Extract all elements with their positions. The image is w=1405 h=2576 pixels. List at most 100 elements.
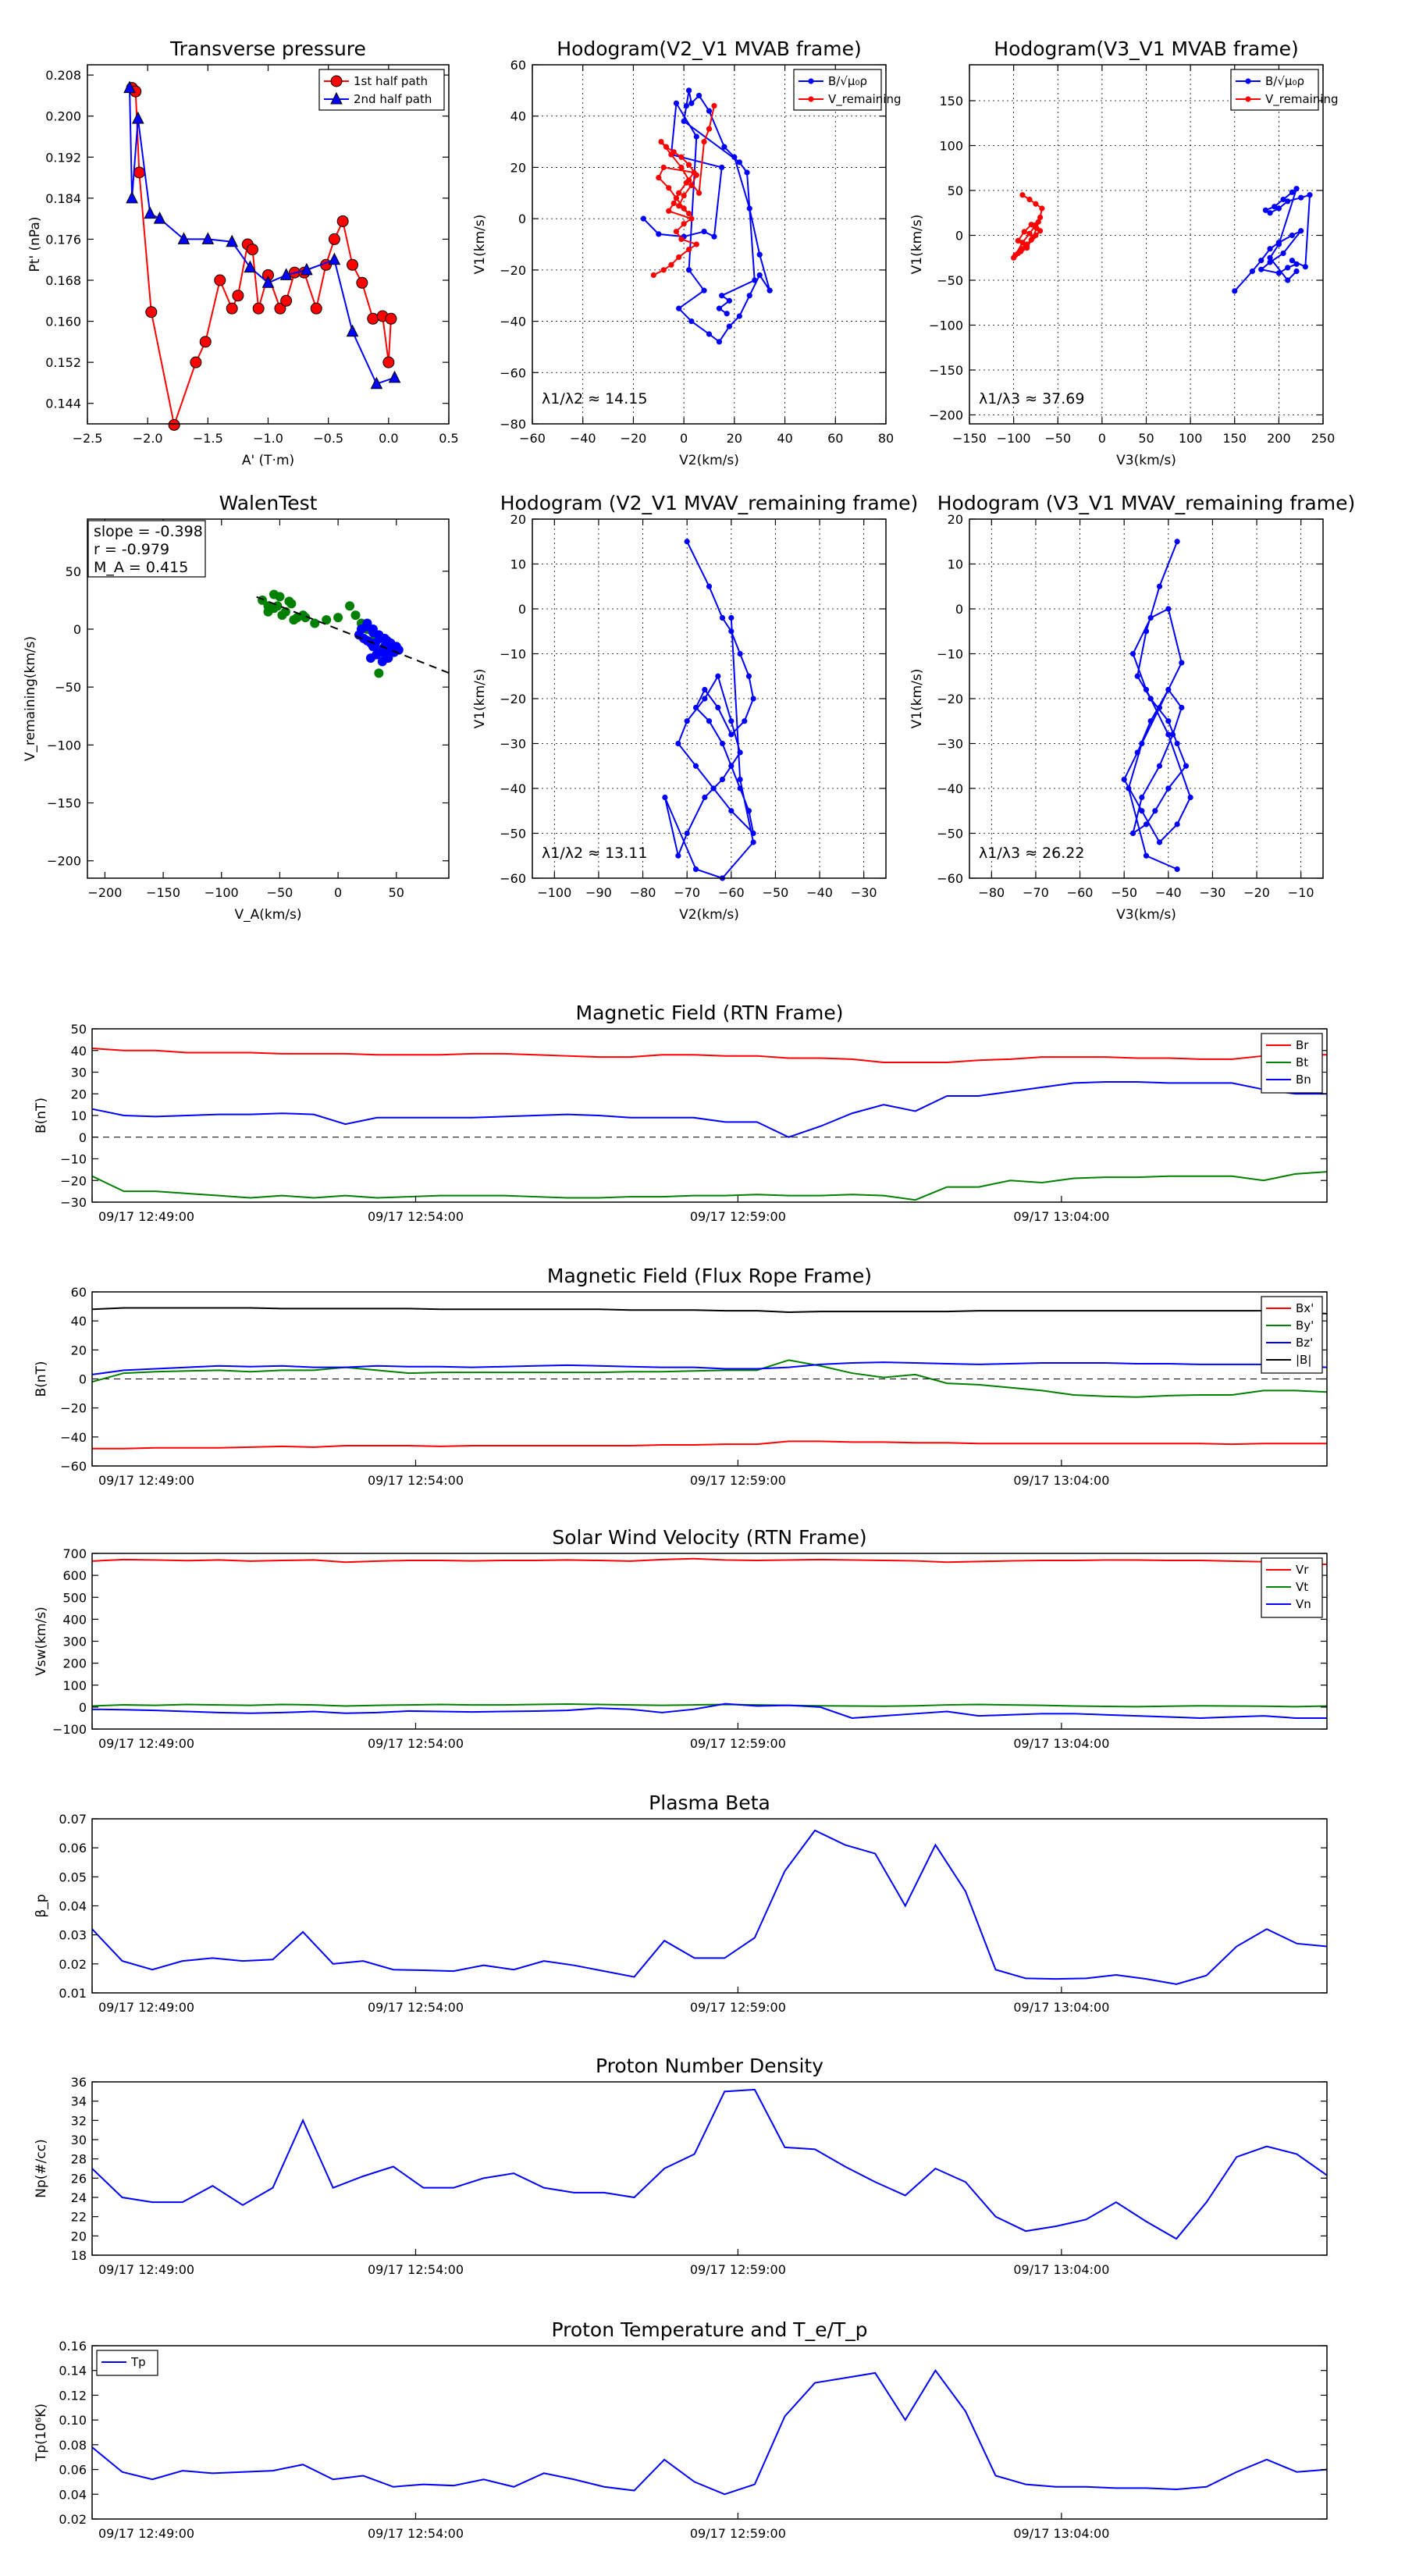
p2-data-point — [676, 203, 682, 209]
p3-data-point — [1024, 245, 1030, 251]
p2-x-tick-label: 40 — [777, 431, 792, 446]
p2-x-tick-label: −60 — [519, 431, 546, 446]
p3-data-point — [1033, 225, 1040, 231]
p2-legend-box — [793, 69, 882, 111]
t5-x-tick-label: 09/17 13:04:00 — [1013, 2262, 1109, 2277]
p6-data-point — [1156, 839, 1163, 845]
p4-stats-box — [87, 520, 206, 578]
p4-scatter-point — [333, 613, 343, 623]
p6-data-point — [1139, 794, 1145, 801]
p4-plot-frame — [87, 518, 450, 879]
p1-data-point — [153, 212, 166, 224]
p2-data-point — [668, 262, 674, 268]
p2-data-point — [686, 246, 692, 253]
p2-data-point — [767, 287, 773, 294]
p1-x-tick-label: −1.0 — [253, 431, 283, 446]
p6-y-axis-label: V1(km/s) — [909, 669, 925, 729]
t2-x-tick-label: 09/17 12:49:00 — [98, 1473, 194, 1488]
p4-scatter-point — [372, 649, 382, 660]
p3-data-point — [1293, 261, 1300, 267]
p4-scatter-point — [350, 610, 361, 621]
p6-chart-title: Hodogram (V3_V1 MVAV_remaining frame) — [937, 492, 1356, 514]
p1-data-point — [280, 294, 293, 307]
p5-y-tick-label: −40 — [500, 781, 526, 796]
p5-data-point — [675, 852, 681, 859]
t6-x-tick-label: 09/17 12:54:00 — [368, 2526, 464, 2541]
p6-data-point — [1179, 660, 1185, 666]
t1-series-br-line — [91, 1047, 1327, 1064]
p1-data-point — [279, 268, 293, 280]
p2-y-tick-label: −60 — [500, 365, 526, 380]
p2-data-point — [650, 272, 656, 279]
t1-x-tick-label: 09/17 12:59:00 — [690, 1209, 786, 1224]
p3-lambda-annotation: λ1/λ3 ≈ 37.69 — [979, 390, 1084, 407]
t3-series-vt-line — [91, 1703, 1328, 1708]
p1-x-tick-label: −1.5 — [193, 431, 223, 446]
p2-data-point — [666, 185, 672, 191]
t1-y-tick-label: 10 — [71, 1108, 87, 1123]
p1-series-line-1 — [129, 87, 395, 385]
t2-y-tick-label: −60 — [60, 1459, 87, 1474]
p1-data-point — [274, 302, 286, 315]
p2-lambda-annotation: λ1/λ2 ≈ 14.15 — [542, 390, 647, 407]
p6-x-axis-label: V3(km/s) — [1116, 907, 1176, 923]
p1-data-point — [301, 262, 313, 276]
t4-y-tick-label: 0.06 — [59, 1841, 87, 1856]
t6-x-tick-label: 09/17 12:49:00 — [98, 2526, 194, 2541]
p5-x-tick-label: −70 — [674, 885, 700, 900]
p5-data-point — [719, 776, 726, 783]
p1-data-point — [382, 356, 395, 368]
p1-data-point — [328, 233, 340, 245]
p4-scatter-point — [368, 628, 378, 638]
p3-legend-marker — [1245, 96, 1251, 102]
p2-y-axis-label: V1(km/s) — [472, 215, 488, 275]
p1-y-tick-label: 0.160 — [45, 315, 81, 329]
t6-y-tick-label: 0.12 — [59, 2388, 87, 2403]
p6-data-point — [1147, 614, 1154, 621]
p1-data-point — [244, 260, 257, 273]
p2-data-point — [678, 154, 685, 160]
p6-data-point — [1129, 650, 1136, 657]
t3-x-tick-label: 09/17 12:49:00 — [98, 1736, 194, 1751]
p3-data-point — [1275, 205, 1282, 212]
t2-series-|b|-line — [91, 1307, 1328, 1315]
p5-data-point — [728, 763, 735, 769]
p3-data-point — [1285, 277, 1291, 283]
p5-data-point — [710, 785, 717, 792]
p6-lambda-annotation: λ1/λ3 ≈ 26.22 — [979, 845, 1084, 862]
t5-chart-title: Proton Number Density — [596, 2055, 823, 2077]
t3-x-tick-label: 09/17 12:54:00 — [368, 1736, 464, 1751]
p2-data-point — [731, 154, 738, 160]
p2-data-point — [711, 233, 717, 240]
p5-y-tick-label: −10 — [500, 647, 526, 662]
p4-scatter-point — [310, 618, 320, 628]
p3-data-point — [1035, 219, 1041, 225]
p4-scatter-point — [382, 635, 392, 646]
t5-x-tick-label: 09/17 12:49:00 — [98, 2262, 194, 2277]
p3-data-point — [1030, 234, 1037, 240]
p6-y-tick-label: −10 — [937, 647, 963, 662]
p4-scatter-point — [389, 647, 399, 657]
t5-y-tick-label: 20 — [71, 2229, 87, 2243]
t6-y-tick-label: 0.08 — [59, 2438, 87, 2453]
p2-data-point — [681, 192, 687, 199]
p6-data-point — [1143, 686, 1150, 693]
p5-chart-title: Hodogram (V2_V1 MVAV_remaining frame) — [500, 492, 919, 514]
t2-x-tick-label: 09/17 13:04:00 — [1013, 1473, 1109, 1488]
p3-data-point — [1289, 232, 1295, 239]
p3-data-point — [1033, 201, 1039, 207]
p3-data-point — [1037, 214, 1044, 221]
p2-data-point — [736, 159, 742, 165]
p4-x-tick-label: −150 — [146, 885, 180, 900]
p5-data-point — [706, 718, 713, 724]
p1-data-point — [347, 258, 359, 271]
t3-y-tick-label: −100 — [52, 1722, 87, 1737]
p1-data-point — [168, 418, 180, 431]
p5-data-point — [719, 614, 726, 621]
p3-y-tick-label: −50 — [937, 273, 963, 288]
p5-x-axis-label: V2(km/s) — [679, 907, 739, 923]
p1-data-point — [177, 232, 190, 244]
p3-y-axis-label: V1(km/s) — [909, 215, 925, 275]
p1-data-point — [246, 244, 258, 256]
t1-series-bt-line — [91, 1171, 1328, 1201]
